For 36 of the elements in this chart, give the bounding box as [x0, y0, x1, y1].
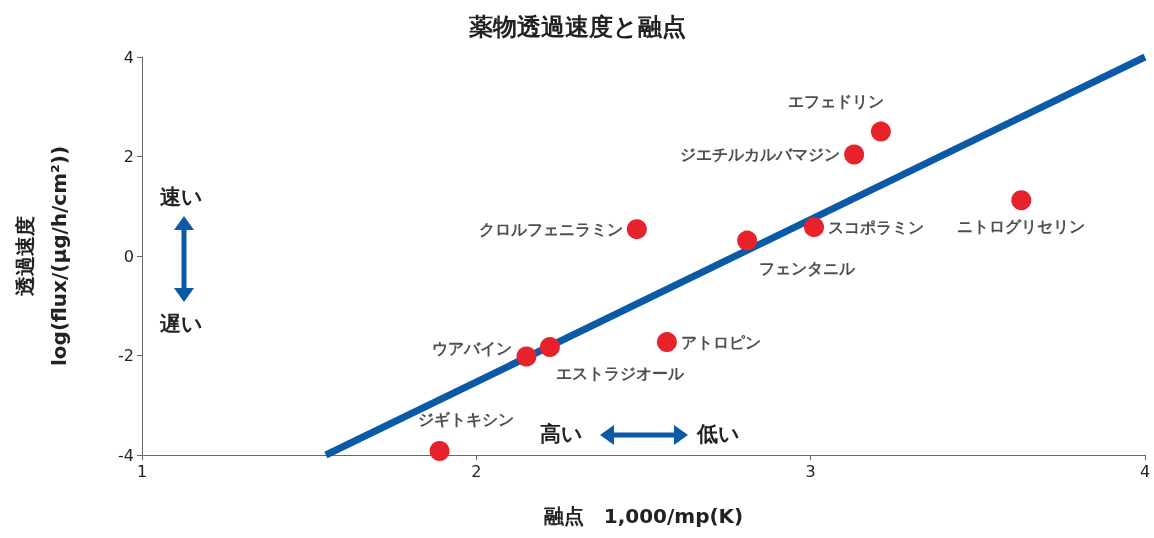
x-tick-label: 3 [805, 461, 816, 481]
point [656, 332, 677, 353]
annotation: フェンタニル [759, 259, 857, 279]
point [1011, 190, 1032, 211]
annotation: アトロピン [680, 332, 761, 352]
x-tick-label: 4 [1139, 461, 1151, 481]
x-tick-label: 1 [136, 461, 148, 481]
annotation: エフェドリン [787, 92, 884, 112]
y-tick-label: 2 [123, 147, 134, 166]
y-tick-label: -4 [118, 445, 134, 465]
annotation: ニトログリセリン [957, 216, 1086, 236]
y-axis-title: 透過速度 log(flux/(μg/h/cm²)) [13, 145, 71, 367]
y-tick-label: -2 [118, 346, 134, 365]
x-axis-title: 融点 1,000/mp(K) [543, 504, 744, 528]
point [516, 346, 537, 367]
point [539, 337, 560, 358]
annotation: 速い [160, 185, 203, 209]
annotation: ジエチルカルバマジン [680, 145, 841, 165]
point [804, 217, 825, 238]
y-tick-label: 4 [123, 47, 134, 67]
point [429, 441, 450, 462]
annotation: 低い [697, 422, 740, 446]
annotation: ウアバイン [432, 338, 513, 358]
annotation: 遅い [160, 312, 203, 336]
y-tick-label: 0 [123, 246, 134, 266]
annotation: クロルフェニラミン [478, 219, 623, 239]
point [870, 121, 891, 142]
point [626, 219, 647, 240]
annotation: エストラジオール [555, 363, 685, 383]
annotation: 高い [540, 422, 583, 446]
x-tick-label: 2 [471, 461, 482, 481]
annotation: スコポラミン [828, 217, 925, 237]
annotation: ジギトキシン [417, 409, 514, 429]
chart-title: 薬物透過速度と融点 [467, 13, 686, 41]
point [844, 144, 865, 165]
point [737, 230, 758, 251]
